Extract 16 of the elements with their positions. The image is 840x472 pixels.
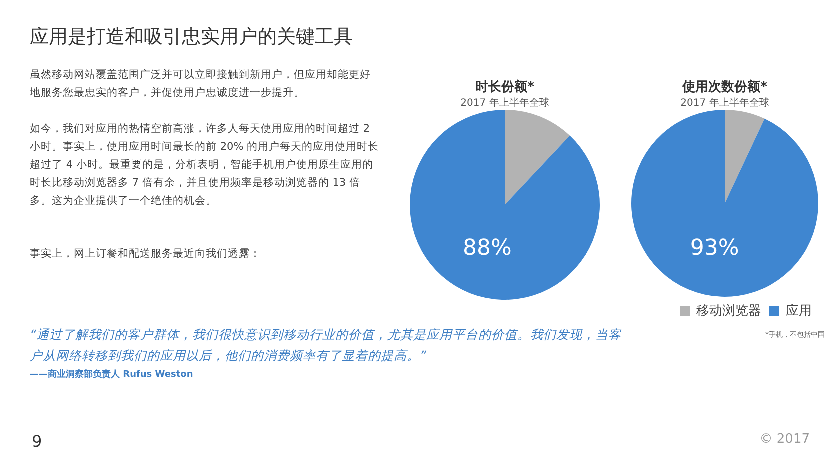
chart-subtitle: 2017 年上半年全球 [460,96,550,110]
text: © 2017 [758,432,810,447]
text: 虽然移动网站覆盖范围广泛并可以立即接触到新用户，但应用却能更好地服务您最忠实的客户，并促使用户忠诚度进一步提升。 [30,68,372,101]
chart-title: 使用次数份额* [681,78,768,96]
legend-label: 应用 [786,302,812,319]
data-label: 88% [463,236,512,261]
text: “通过了解我们的客户群体，我们很快意识到移动行业的价值，尤其是应用平台的价值。我们发现，当客户从网络转移到我们的应用以后，他们的消费频率有了显着的提高。” [30,326,622,365]
chart-subtitle: 2017 年上半年全球 [680,96,770,110]
text: 如今，我们对应用的热情空前高涨，许多人每天使用应用的时间超过 2 小时。事实上，使用应用时间最长的前 20% 的用户每天的应用使用时长超过了 4 小时。最重要的是，分析表明，智能手机用户使用原生应用的时长比移动浏览器多 7 倍有余，并且使用频率是移动浏览器的 13 倍多。这为企业提供了一个绝佳的机会。 [30,122,380,209]
text: 9 [32,432,44,451]
text: 事实上，网上订餐和配送服务最近向我们透露： [30,247,262,262]
data-label: 93% [690,236,740,261]
chart-title: 时长份额* [474,78,536,96]
text: ——商业洞察部负责人 Rufus Weston [30,368,194,381]
text: 应用是打造和吸引忠实用户的关键工具 [30,25,353,50]
legend-label: 移动浏览器 [696,304,762,319]
